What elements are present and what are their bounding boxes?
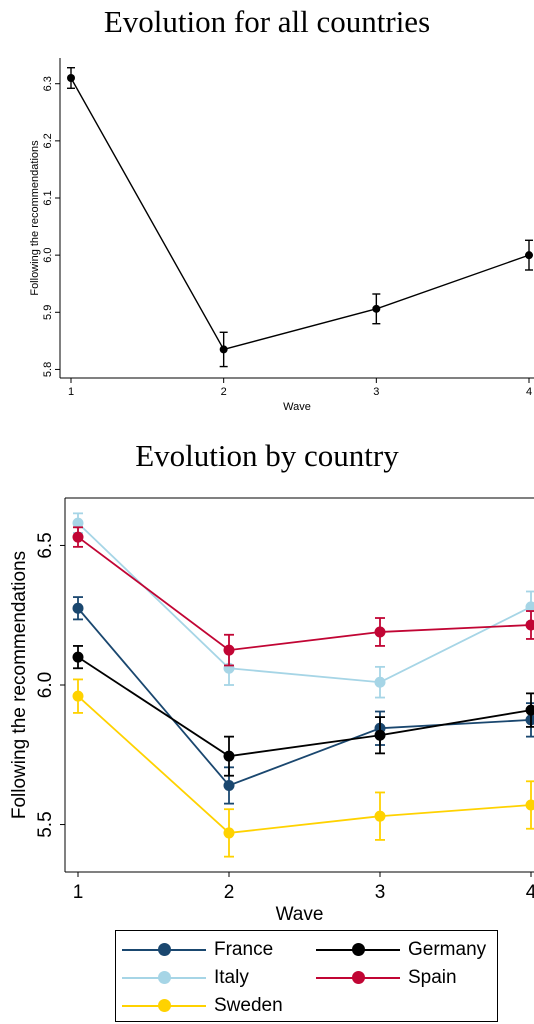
legend-label-germany: Germany xyxy=(408,939,487,960)
series-line-overall xyxy=(70,77,530,351)
data-point-france xyxy=(223,779,235,791)
y-tick-label: 5.5 xyxy=(35,811,56,837)
legend-marker xyxy=(158,943,171,956)
y-axis-title: Following the recommendations xyxy=(9,551,30,819)
data-point-germany xyxy=(374,729,386,741)
legend-item-sweden: Sweden xyxy=(122,993,283,1019)
data-point-italy xyxy=(72,517,84,529)
data-point-italy xyxy=(374,676,386,688)
chart1-title: Evolution for all countries xyxy=(103,4,431,39)
legend-key-italy xyxy=(122,965,206,991)
y-tick-label: 6.0 xyxy=(35,672,56,698)
x-tick-label: 4 xyxy=(526,882,534,903)
x-tick-label: 2 xyxy=(224,882,235,903)
legend-key-sweden xyxy=(122,993,206,1019)
data-point-italy xyxy=(525,601,534,613)
series-line-germany xyxy=(77,656,532,758)
y-tick-label: 6.0 xyxy=(42,247,54,262)
data-point-sweden xyxy=(374,810,386,822)
data-point-germany xyxy=(72,651,84,663)
y-axis-title: Following the recommendations xyxy=(29,140,41,296)
y-tick-label: 6.1 xyxy=(42,190,54,205)
legend-label-sweden: Sweden xyxy=(214,995,283,1016)
legend-label-italy: Italy xyxy=(214,967,249,988)
data-point-spain xyxy=(223,644,235,656)
chart2-title: Evolution by country xyxy=(135,438,399,473)
data-point-overall xyxy=(219,345,228,354)
data-point-france xyxy=(72,602,84,614)
legend-key-spain xyxy=(316,965,400,991)
x-tick-label: 4 xyxy=(526,386,532,398)
legend-marker xyxy=(352,943,365,956)
data-point-germany xyxy=(525,704,534,716)
chart2-plot: 5.5 6.0 6.5 1 2 3 4 Wave Following the recommend… xyxy=(9,497,534,925)
legend-key-germany xyxy=(316,937,400,963)
data-point-overall xyxy=(67,74,75,82)
chart2-legend: France Germany Italy Spain Sweden xyxy=(115,930,498,1022)
legend-marker xyxy=(158,999,171,1012)
x-tick-label: 3 xyxy=(373,386,379,398)
legend-label-france: France xyxy=(214,939,274,960)
legend-item-italy: Italy xyxy=(122,965,249,991)
x-axis-title: Wave xyxy=(283,401,311,413)
x-tick-label: 1 xyxy=(73,882,84,903)
data-point-germany xyxy=(223,750,235,762)
data-point-sweden xyxy=(525,799,534,811)
legend-item-spain: Spain xyxy=(316,965,457,991)
series-line-france xyxy=(77,607,532,787)
data-point-overall xyxy=(372,304,381,313)
y-tick-label: 6.3 xyxy=(42,76,54,91)
y-tick-label: 5.8 xyxy=(42,362,54,377)
data-point-sweden xyxy=(72,690,84,702)
data-point-spain xyxy=(72,531,84,543)
series-line-italy xyxy=(77,522,532,684)
chart1-plot: 5.8 5.9 6.0 6.1 6.2 6.3 1 2 3 4 Wave Following the … xyxy=(29,58,534,413)
legend-item-germany: Germany xyxy=(316,937,486,963)
legend-key-france xyxy=(122,937,206,963)
legend-marker xyxy=(352,971,365,984)
data-point-spain xyxy=(374,626,386,638)
x-tick-label: 2 xyxy=(221,386,227,398)
data-point-france xyxy=(525,714,534,726)
y-tick-label: 6.5 xyxy=(35,532,56,558)
series-line-sweden xyxy=(77,695,532,834)
data-point-sweden xyxy=(223,827,235,839)
x-tick-label: 3 xyxy=(375,882,386,903)
series-line-spain xyxy=(77,536,532,652)
x-tick-label: 1 xyxy=(68,386,74,398)
x-axis-title: Wave xyxy=(276,904,324,925)
data-point-overall xyxy=(525,251,533,260)
legend-item-france: France xyxy=(122,937,273,963)
legend-marker xyxy=(158,971,171,984)
data-point-spain xyxy=(525,619,534,631)
y-tick-label: 6.2 xyxy=(42,133,54,148)
legend-label-spain: Spain xyxy=(408,967,457,988)
y-tick-label: 5.9 xyxy=(42,305,54,320)
